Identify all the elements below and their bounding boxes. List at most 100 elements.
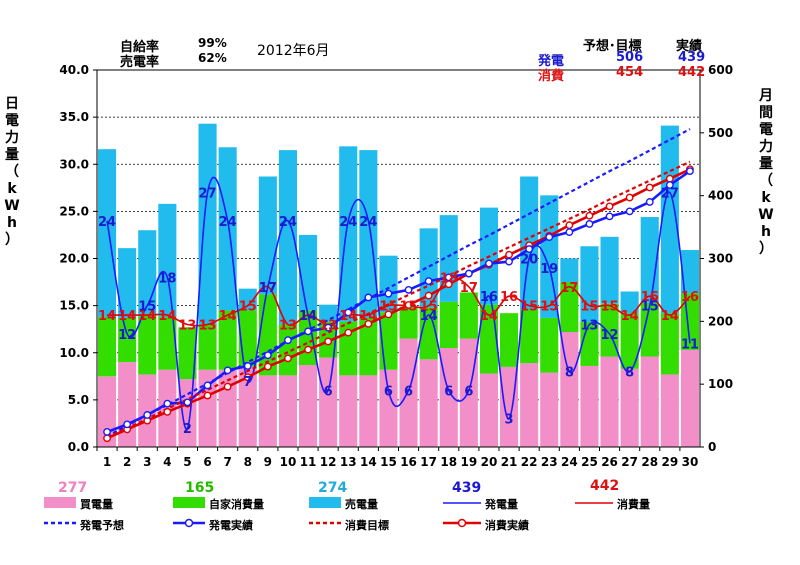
bar-self <box>520 309 539 364</box>
marker-generation-cumulative <box>424 277 433 286</box>
legend-label-sell: 売電量 <box>345 498 378 511</box>
label-consumption-daily: 13 <box>319 318 337 333</box>
label-consumption-daily: 15 <box>420 300 438 315</box>
x-tick-label: 2 <box>123 455 131 469</box>
marker-generation-cumulative <box>163 399 172 408</box>
bar-sell <box>118 248 137 318</box>
legend-marker-cons-cum <box>457 518 467 528</box>
right-axis-title-char: W <box>758 207 774 223</box>
bar-buy <box>520 363 539 447</box>
bar-sell <box>439 215 458 302</box>
line-consumption-target <box>106 160 691 439</box>
bar-buy <box>500 366 519 447</box>
right-axis-title-char: h <box>761 224 771 240</box>
left-axis-title-char: 電 <box>5 113 19 129</box>
left-tick-label: 20.0 <box>59 252 89 266</box>
label-generation-daily: 14 <box>420 309 438 324</box>
total-buy: 277 <box>58 480 88 496</box>
label-generation-daily: 24 <box>219 215 237 230</box>
line-generation-forecast <box>106 128 691 438</box>
left-axis-title-char: k <box>7 181 17 197</box>
label-generation-daily: 27 <box>661 187 679 202</box>
label-generation-daily: 12 <box>601 328 619 343</box>
legend-label-buy: 買電量 <box>80 498 113 511</box>
cons-actual-value: 442 <box>678 65 706 80</box>
label-generation-daily: 6 <box>444 384 453 399</box>
marker-generation-cumulative <box>485 259 493 268</box>
bar-buy <box>399 338 418 447</box>
legend-swatch-sell <box>309 497 341 508</box>
marker-generation-cumulative <box>645 198 654 206</box>
gen-forecast-value: 506 <box>616 50 644 65</box>
marker-generation-cumulative <box>324 323 333 332</box>
line-generation-daily <box>106 176 691 430</box>
right-axis-title-char: 間 <box>759 105 773 121</box>
marker-consumption-cumulative <box>263 362 272 371</box>
label-consumption-daily: 18 <box>440 271 458 286</box>
bar-sell <box>680 250 699 294</box>
x-tick-label: 28 <box>641 455 658 469</box>
legend-label-gen-forecast: 発電予想 <box>80 519 124 532</box>
legend-label-self: 自家消費量 <box>209 498 264 511</box>
left-axis-title-char: ） <box>5 232 19 248</box>
x-tick-label: 10 <box>280 455 297 469</box>
bar-buy <box>419 359 438 447</box>
label-consumption-daily: 14 <box>480 309 498 324</box>
marker-generation-cumulative <box>665 181 674 189</box>
x-tick-label: 5 <box>183 455 191 469</box>
bar-self <box>359 317 378 376</box>
label-generation-daily: 6 <box>404 384 413 399</box>
bar-buy <box>118 362 137 447</box>
label-consumption-daily: 15 <box>379 300 397 315</box>
x-tick-label: 7 <box>223 455 231 469</box>
marker-consumption-cumulative <box>625 193 634 202</box>
marker-generation-cumulative <box>384 289 393 298</box>
bar-buy <box>379 369 398 447</box>
label-generation-daily: 24 <box>279 215 297 230</box>
label-generation-daily: 18 <box>158 271 176 286</box>
label-generation-daily: 7 <box>243 375 252 390</box>
bar-self <box>178 327 197 380</box>
x-tick-label: 27 <box>621 455 638 469</box>
bar-buy <box>560 332 579 447</box>
bar-sell <box>299 234 318 311</box>
label-generation-daily: 8 <box>625 366 634 381</box>
bar-sell <box>158 203 177 317</box>
actual-label: 実績 <box>676 39 703 54</box>
x-tick-label: 8 <box>244 455 252 469</box>
marker-generation-cumulative <box>545 233 554 242</box>
right-axis-title-char: ） <box>759 241 773 257</box>
label-consumption-daily: 13 <box>199 318 217 333</box>
legend-label-cons-target: 消費目標 <box>345 519 389 532</box>
marker-consumption-cumulative <box>203 391 212 400</box>
bar-buy <box>680 349 699 447</box>
left-axis-title-char: 日 <box>5 96 19 112</box>
cons-label: 消費 <box>538 69 565 84</box>
label-generation-daily: 15 <box>641 300 659 315</box>
bar-sell <box>620 291 639 314</box>
x-tick-label: 26 <box>601 455 618 469</box>
label-consumption-daily: 14 <box>118 309 136 324</box>
bar-buy <box>138 374 157 447</box>
label-generation-daily: 17 <box>259 281 277 296</box>
left-tick-label: 30.0 <box>59 157 89 171</box>
total-sell: 274 <box>318 480 348 496</box>
label-consumption-daily: 15 <box>540 300 558 315</box>
bar-self <box>98 316 117 377</box>
label-consumption-daily: 13 <box>279 318 297 333</box>
label-consumption-daily: 14 <box>359 309 377 324</box>
x-tick-label: 24 <box>561 455 578 469</box>
x-tick-label: 19 <box>460 455 477 469</box>
label-consumption-daily: 17 <box>259 281 277 296</box>
marker-consumption-cumulative <box>324 337 333 346</box>
marker-consumption-cumulative <box>284 354 292 363</box>
x-tick-label: 14 <box>360 455 377 469</box>
bar-buy <box>299 365 318 447</box>
label-generation-daily: 24 <box>359 215 377 230</box>
x-tick-label: 21 <box>501 455 518 469</box>
bar-self <box>479 304 498 374</box>
marker-generation-cumulative <box>143 411 152 419</box>
